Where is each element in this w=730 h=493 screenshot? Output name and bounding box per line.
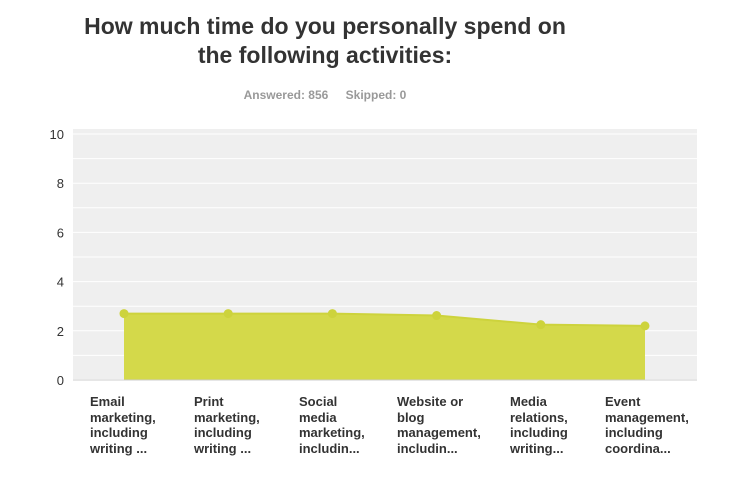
data-point bbox=[119, 309, 129, 319]
x-tick-label: Print marketing, including writing ... bbox=[194, 394, 260, 456]
y-axis-ticks: 0 2 4 6 8 10 bbox=[50, 127, 64, 388]
skipped-count: Skipped: 0 bbox=[345, 88, 407, 102]
title-line-2: the following activities: bbox=[197, 42, 453, 68]
data-point bbox=[432, 311, 442, 321]
y-tick-label: 6 bbox=[57, 225, 64, 240]
response-stats: Answered: 856 Skipped: 0 bbox=[0, 88, 650, 102]
y-tick-label: 10 bbox=[50, 127, 64, 142]
data-point bbox=[536, 320, 546, 330]
data-point bbox=[223, 309, 233, 319]
data-point bbox=[327, 309, 337, 319]
y-tick-label: 0 bbox=[57, 373, 64, 388]
title-line-1: How much time do you personally spend on bbox=[84, 13, 566, 39]
x-tick-label: Media relations, including writing... bbox=[510, 394, 568, 456]
chart-title: How much time do you personally spend on… bbox=[0, 12, 650, 70]
data-point bbox=[640, 321, 650, 331]
y-tick-label: 8 bbox=[57, 176, 64, 191]
y-tick-label: 2 bbox=[57, 324, 64, 339]
x-tick-label: Website or blog management, includin... bbox=[397, 394, 481, 456]
series-line bbox=[124, 312, 646, 327]
x-tick-label: Social media marketing, includin... bbox=[299, 394, 365, 456]
answered-count: Answered: 856 bbox=[243, 88, 329, 102]
y-tick-label: 4 bbox=[57, 275, 64, 290]
series-area bbox=[124, 313, 645, 380]
x-tick-label: Event management, including coordina... bbox=[605, 394, 689, 456]
series-points bbox=[119, 309, 650, 331]
x-tick-label: Email marketing, including writing ... bbox=[90, 394, 156, 456]
